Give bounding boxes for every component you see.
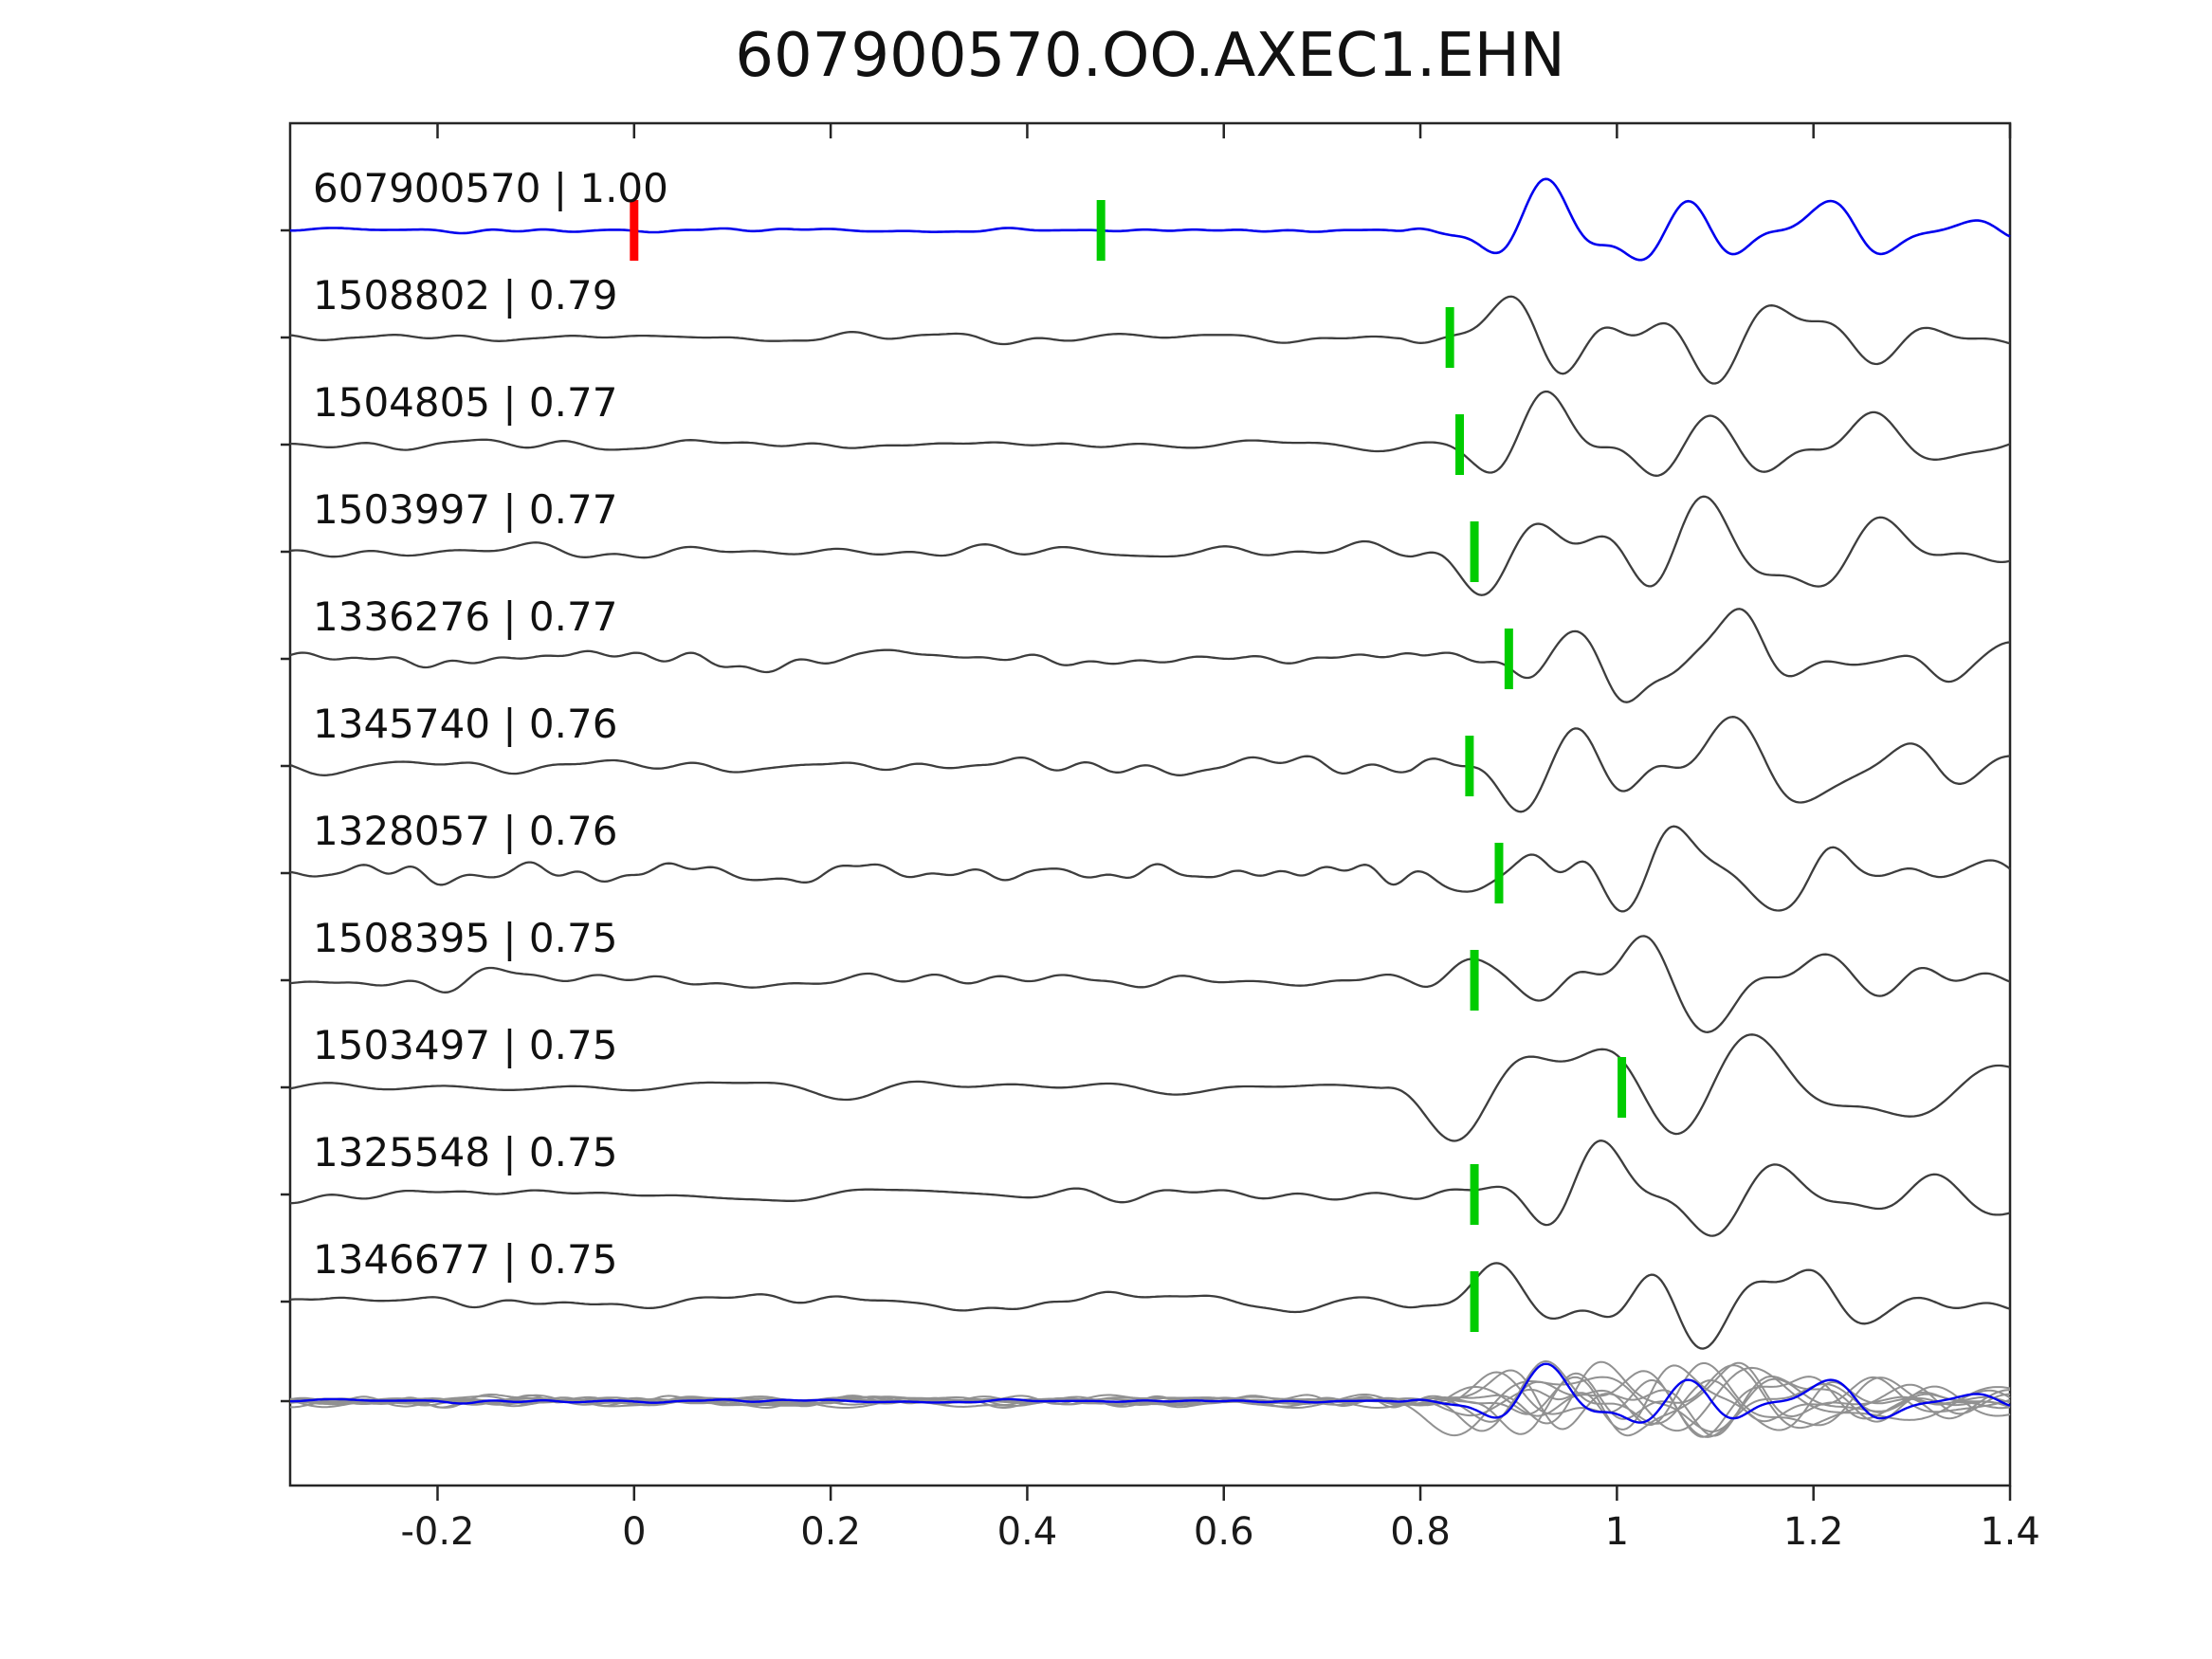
trace-label-1325548: 1325548 | 0.75 [313, 1129, 617, 1176]
x-tick-label: 1 [1605, 1510, 1629, 1554]
trace-path-1325548 [289, 1139, 2011, 1237]
x-tick-label: 0.4 [997, 1510, 1058, 1554]
trace-label-1503497: 1503497 | 0.75 [313, 1022, 617, 1068]
overlay-trace-1508395 [289, 1370, 2011, 1438]
trace-path-1503997 [289, 495, 2011, 596]
trace-path-1504805 [289, 390, 2011, 477]
trace-path-607900570 [290, 177, 2011, 262]
x-tick-label: -0.2 [400, 1510, 474, 1554]
chart-title: 607900570.OO.AXEC1.EHN [735, 21, 1565, 91]
x-tick-label: 0.2 [800, 1510, 861, 1554]
axis-frame [288, 121, 2012, 1487]
trace-label-1503997: 1503997 | 0.77 [313, 486, 617, 533]
trace-path-1508395 [289, 935, 2011, 1033]
trace-label-1336276: 1336276 | 0.77 [313, 593, 617, 640]
trace-path-1508802 [289, 295, 2011, 385]
x-tick-label: 0.6 [1194, 1510, 1254, 1554]
trace-label-1346677: 1346677 | 0.75 [313, 1236, 617, 1283]
trace-label-1508802: 1508802 | 0.79 [313, 272, 617, 319]
overlay-trace-template [290, 1362, 2011, 1424]
trace-path-1503497 [289, 1033, 2011, 1142]
x-tick-label: 1.2 [1783, 1510, 1844, 1554]
trace-path-1328057 [289, 825, 2011, 913]
trace-label-607900570: 607900570 | 1.00 [313, 165, 668, 211]
trace-label-1508395: 1508395 | 0.75 [313, 915, 617, 961]
trace-path-1346677 [289, 1262, 2011, 1350]
trace-label-1345740: 1345740 | 0.76 [313, 701, 617, 747]
x-tick-label: 0 [622, 1510, 646, 1554]
x-tick-label: 0.8 [1390, 1510, 1451, 1554]
trace-path-1345740 [289, 716, 2011, 813]
trace-path-1336276 [289, 608, 2011, 703]
trace-label-1504805: 1504805 | 0.77 [313, 379, 617, 426]
trace-label-1328057: 1328057 | 0.76 [313, 808, 617, 854]
x-tick-label: 1.4 [1980, 1510, 2040, 1554]
